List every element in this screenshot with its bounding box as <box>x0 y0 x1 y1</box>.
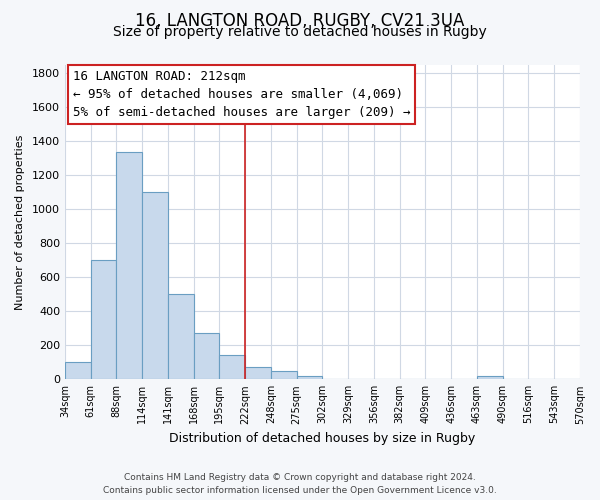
Bar <box>194 332 220 380</box>
X-axis label: Distribution of detached houses by size in Rugby: Distribution of detached houses by size … <box>169 432 476 445</box>
Text: 16 LANGTON ROAD: 212sqm
← 95% of detached houses are smaller (4,069)
5% of semi-: 16 LANGTON ROAD: 212sqm ← 95% of detache… <box>73 70 410 118</box>
Bar <box>220 354 245 380</box>
Bar <box>65 362 91 380</box>
Bar <box>297 376 322 380</box>
Text: Contains HM Land Registry data © Crown copyright and database right 2024.
Contai: Contains HM Land Registry data © Crown c… <box>103 473 497 495</box>
Bar <box>477 376 503 380</box>
Bar <box>271 371 297 380</box>
Y-axis label: Number of detached properties: Number of detached properties <box>15 134 25 310</box>
Bar <box>142 192 168 380</box>
Bar <box>116 152 142 380</box>
Bar <box>168 294 194 380</box>
Bar <box>245 366 271 380</box>
Bar <box>91 260 116 380</box>
Text: 16, LANGTON ROAD, RUGBY, CV21 3UA: 16, LANGTON ROAD, RUGBY, CV21 3UA <box>136 12 464 30</box>
Text: Size of property relative to detached houses in Rugby: Size of property relative to detached ho… <box>113 25 487 39</box>
